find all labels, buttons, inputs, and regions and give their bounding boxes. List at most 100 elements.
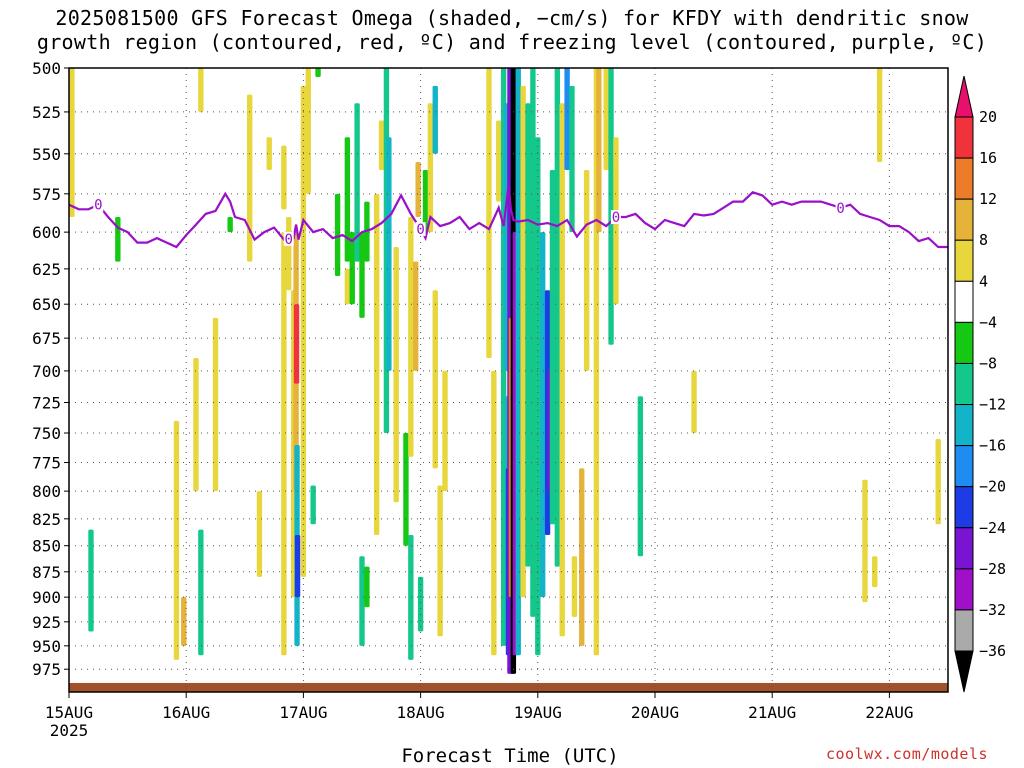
x-axis-title: Forecast Time (UTC) — [401, 745, 619, 767]
colorbar-segment — [954, 321, 974, 364]
omega-cell — [386, 137, 392, 371]
omega-cell — [305, 68, 311, 194]
colorbar-label: −8 — [979, 354, 997, 372]
y-tick-label: 950 — [32, 637, 61, 656]
y-tick-label: 800 — [32, 482, 61, 501]
omega-cell — [417, 576, 424, 632]
contour-label-bg — [93, 197, 104, 212]
omega-cell — [935, 438, 941, 525]
omega-cell — [539, 232, 546, 598]
omega-cell — [294, 535, 301, 598]
y-tick-label: 775 — [32, 454, 61, 473]
omega-cell — [530, 68, 536, 617]
contour-label-bg — [415, 222, 426, 237]
omega-cell — [344, 137, 351, 262]
omega-cell — [413, 261, 419, 371]
omega-cell — [349, 232, 355, 305]
colorbar-segment — [954, 362, 974, 406]
x-tick-label: 20AUG — [631, 703, 679, 722]
y-tick-label: 600 — [32, 223, 61, 242]
credit-text: coolwx.com/models — [826, 745, 989, 763]
colorbar-label: 16 — [979, 149, 997, 167]
contour-label-bg — [610, 210, 621, 225]
x-tick-label: 17AUG — [279, 703, 327, 722]
x-tick-label: 15AUG — [45, 703, 93, 722]
omega-cell — [354, 103, 360, 262]
colorbar-segment — [954, 609, 974, 652]
x-tick-label: 19AUG — [514, 703, 562, 722]
colorbar-segment — [954, 445, 974, 488]
freezing-level-contour-label: 0 — [612, 210, 620, 226]
omega-cell — [637, 396, 644, 557]
chart-title-line-1: 2025081500 GFS Forecast Omega (shaded, −… — [55, 6, 969, 30]
freezing-level-contour-label: 0 — [416, 222, 424, 238]
colorbar-label: 12 — [979, 190, 997, 208]
omega-cell — [520, 85, 526, 598]
omega-cell — [872, 556, 878, 588]
omega-cell — [359, 232, 365, 318]
colorbar-segment — [954, 486, 974, 529]
y-tick-label: 875 — [32, 563, 61, 582]
omega-cell — [579, 468, 585, 646]
y-tick-label: 650 — [32, 295, 61, 314]
omega-cell — [559, 103, 565, 233]
omega-cell — [876, 68, 883, 162]
x-tick-label: 21AUG — [748, 703, 796, 722]
x-tick-year-label: 2025 — [50, 721, 89, 740]
colorbar-label: −28 — [979, 560, 1006, 578]
omega-cell — [535, 137, 541, 656]
freezing-level-layer: 0 0 0 0 0 — [68, 185, 948, 249]
colorbar-label: 4 — [979, 272, 988, 290]
colorbar-segment — [954, 404, 974, 447]
omega-cell — [596, 68, 602, 233]
omega-cell — [415, 161, 421, 218]
omega-cell — [198, 68, 204, 112]
y-tick-label: 625 — [32, 260, 61, 279]
omega-cell — [515, 68, 521, 656]
colorbar-bottom-arrow — [954, 650, 974, 693]
y-tick-label: 500 — [32, 59, 61, 78]
omega-cell — [281, 145, 287, 210]
omega-cell — [571, 556, 578, 617]
omega-cell — [246, 94, 253, 262]
omega-cell — [608, 68, 614, 345]
omega-cell — [115, 217, 121, 262]
axis-labels-layer: 500 525 550 575 600 625 650 675 700 725 750 775 800 8… — [32, 59, 913, 740]
colorbar-segment — [954, 198, 974, 241]
colorbar-top-arrow — [954, 75, 974, 118]
omega-cell — [266, 137, 272, 171]
omega-cell — [691, 370, 697, 434]
omega-cell — [569, 85, 575, 233]
chart-title-line-2: growth region (contoured, red, ºC) and f… — [36, 30, 988, 54]
omega-cell — [437, 485, 443, 637]
omega-cell — [408, 217, 414, 457]
colorbar-label: −12 — [979, 396, 1006, 414]
omega-cell — [486, 68, 492, 358]
colorbar-segment — [954, 116, 974, 159]
omega-cell — [427, 103, 434, 233]
y-tick-label: 825 — [32, 510, 61, 529]
omega-cell — [432, 290, 438, 469]
omega-cell — [403, 433, 409, 546]
y-tick-label: 675 — [32, 329, 61, 348]
freezing-level-contour-label: 0 — [94, 198, 102, 214]
omega-cell — [422, 170, 429, 233]
omega-cell — [496, 120, 502, 202]
colorbar-segment — [954, 280, 974, 323]
colorbar-label: −16 — [979, 437, 1006, 455]
y-tick-label: 575 — [32, 185, 61, 204]
chart-title: 2025081500 GFS Forecast Omega (shaded, −… — [0, 6, 1024, 54]
y-tick-label: 550 — [32, 145, 61, 164]
omega-cell — [193, 357, 199, 492]
omega-cell — [603, 68, 609, 171]
omega-cell — [491, 370, 497, 656]
colorbar-label: 8 — [979, 231, 988, 249]
plot-frame-layer — [68, 67, 949, 693]
colorbar: 20 16 12 8 4 −4 −8 −12 −16 −20 −24 −28 −32 −36 — [954, 75, 1006, 693]
colorbar-label: −20 — [979, 478, 1006, 496]
x-tick-label: 18AUG — [397, 703, 445, 722]
omega-cell — [286, 217, 292, 291]
freezing-level-line — [68, 185, 948, 249]
y-tick-label: 700 — [32, 362, 61, 381]
